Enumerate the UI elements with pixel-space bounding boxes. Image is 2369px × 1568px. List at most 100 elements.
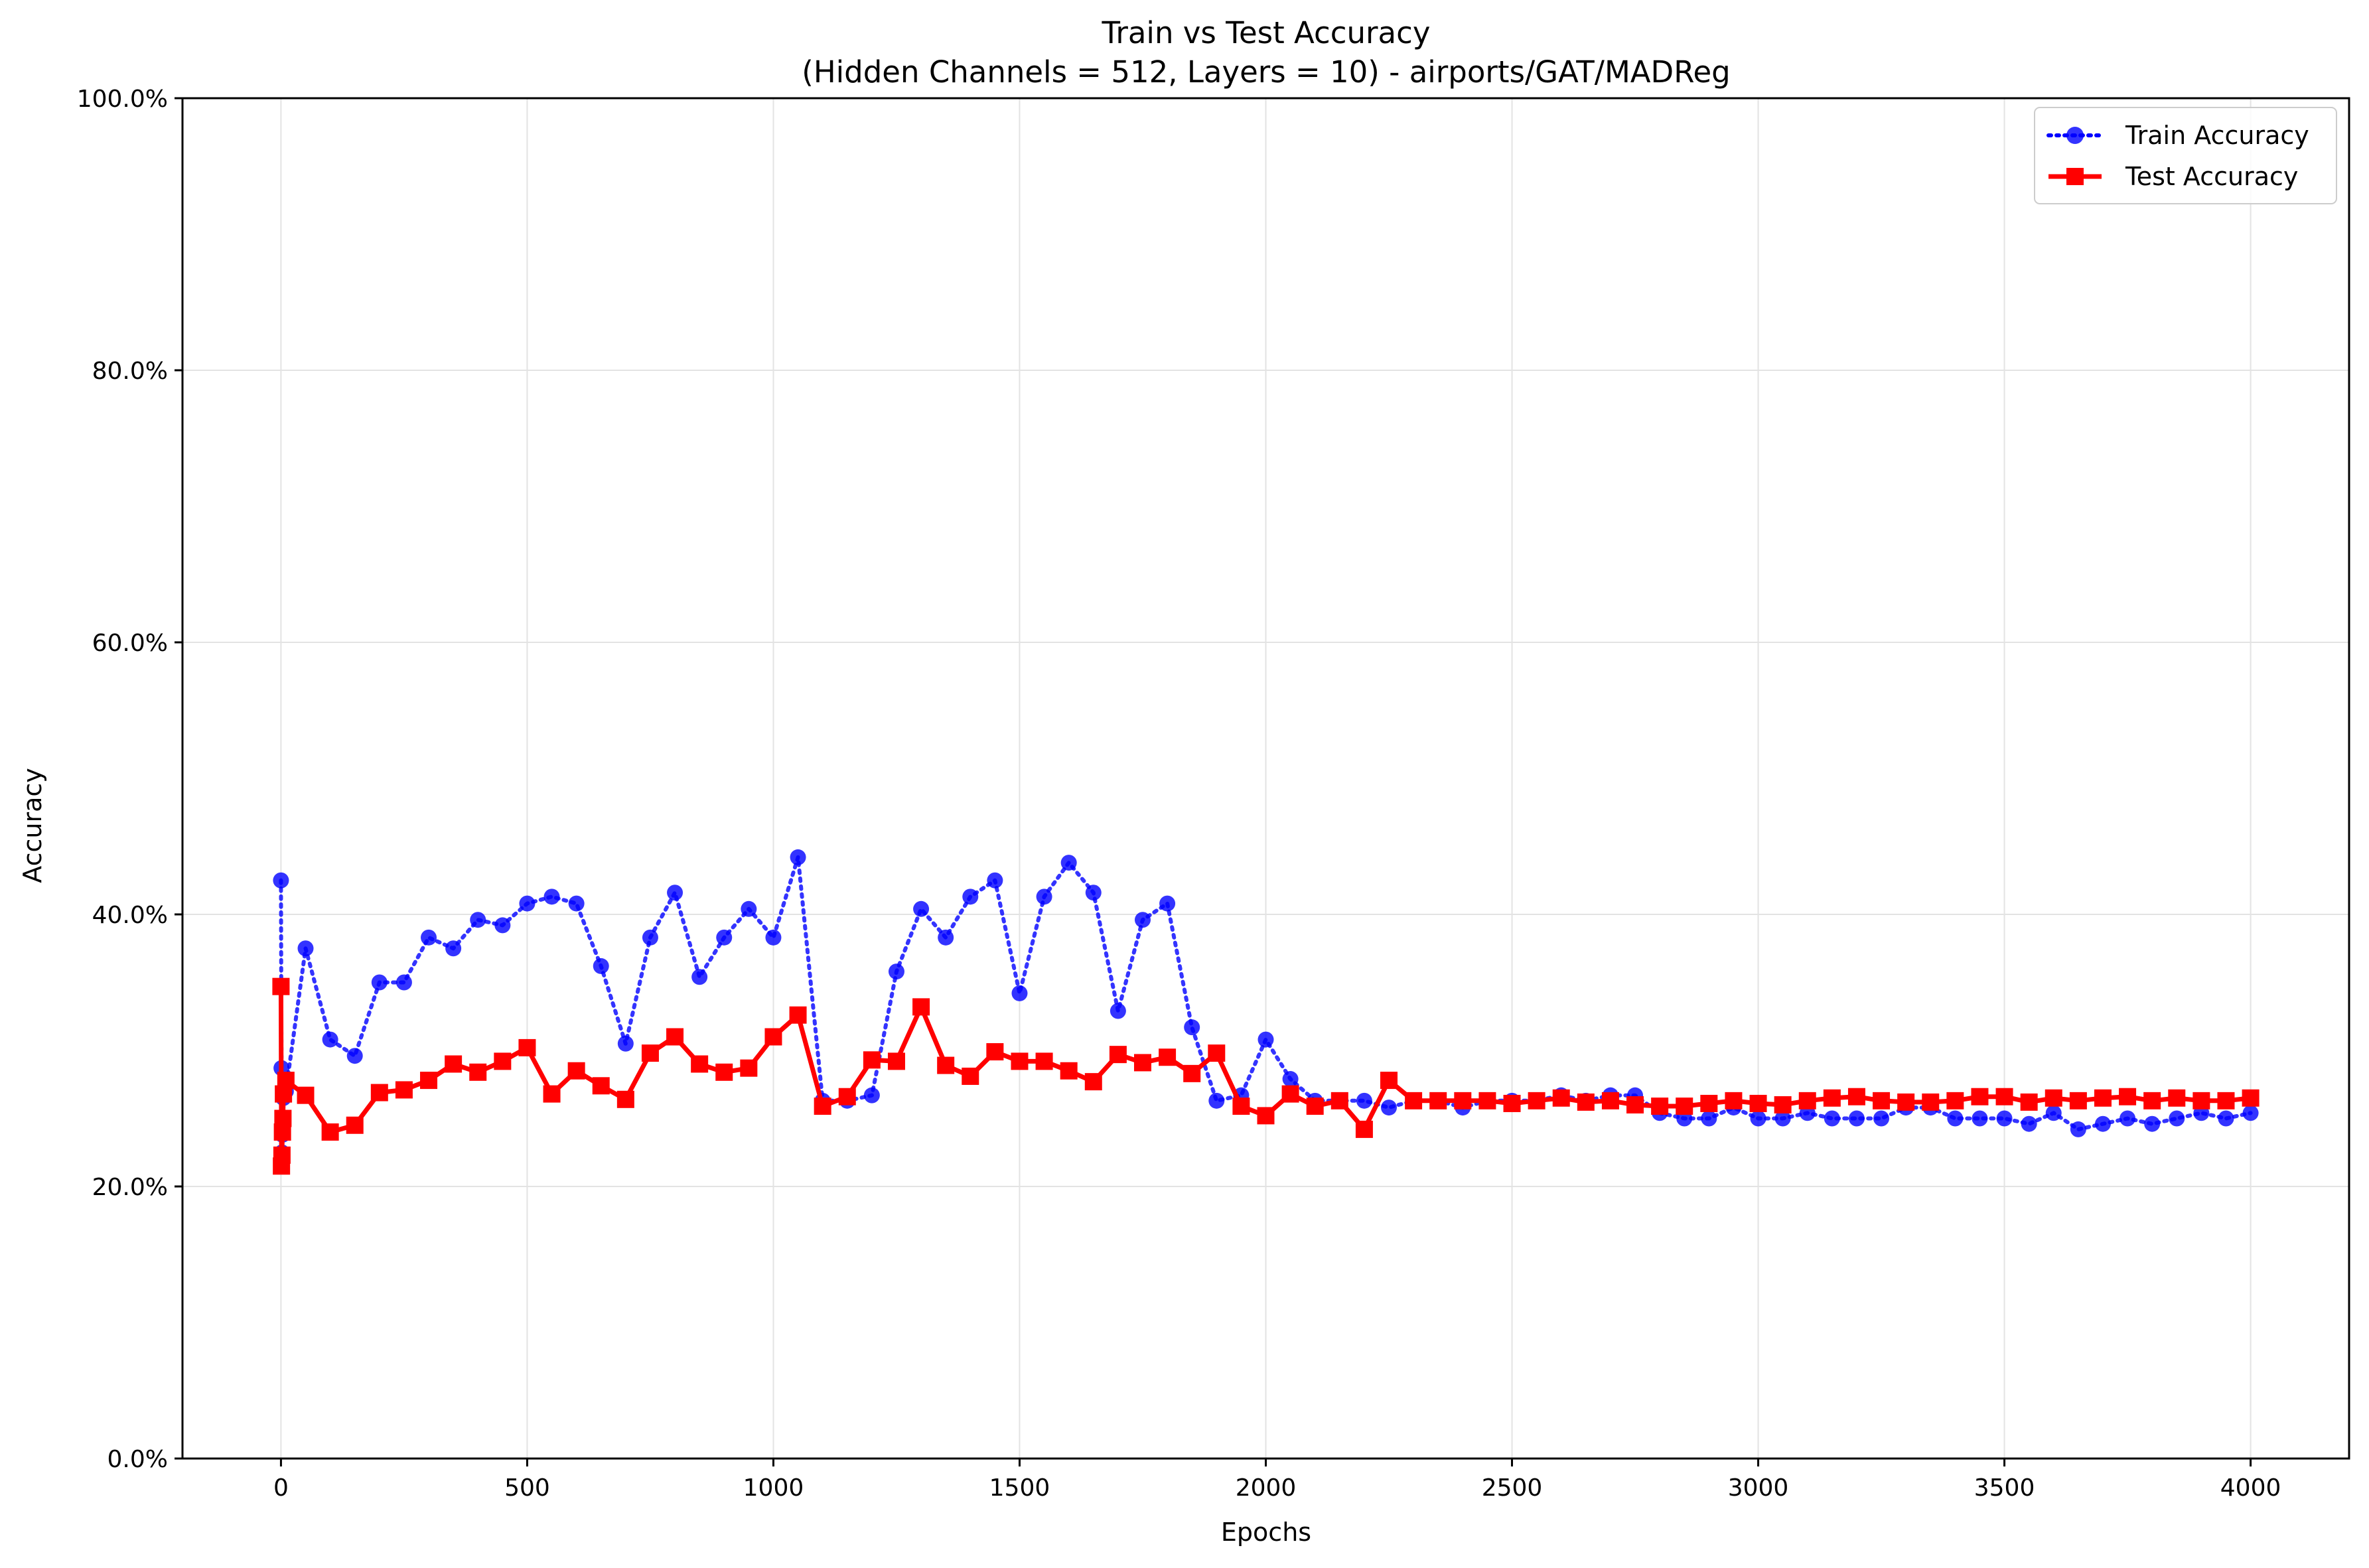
train-accuracy-point [421,929,437,946]
test-accuracy-point [1897,1093,1915,1111]
axis-ticks: 0 500 1000 1500 2000 2500 3000 3500 4000 0.0% 20.0… [77,86,2281,1502]
test-accuracy-point [962,1067,979,1085]
y-tick-label: 0.0% [108,1446,168,1473]
train-accuracy-point [1996,1110,2013,1127]
x-tick-label: 3000 [1728,1474,1789,1502]
test-accuracy-point [814,1098,831,1115]
test-accuracy-point [641,1044,659,1062]
test-accuracy-point [1208,1044,1226,1062]
test-accuracy-point [1725,1092,1743,1109]
test-accuracy-point [543,1085,561,1103]
train-accuracy-point [1110,1003,1126,1019]
test-accuracy-point [616,1090,634,1108]
test-accuracy-point [937,1056,955,1074]
test-accuracy-point [1749,1094,1767,1112]
test-accuracy-point [1823,1089,1841,1107]
test-accuracy-point [1405,1092,1423,1109]
test-accuracy-point [1060,1062,1078,1080]
train-accuracy-point [297,940,314,957]
test-accuracy-point [1133,1054,1151,1072]
y-tick-label: 20.0% [92,1174,168,1201]
y-tick-label: 40.0% [92,902,168,929]
test-accuracy-point [277,1072,295,1090]
test-accuracy-point [1700,1094,1718,1112]
test-accuracy-point [2192,1092,2210,1109]
train-accuracy-point [2094,1115,2111,1132]
train-accuracy-point [1085,885,1102,901]
x-tick-label: 0 [273,1474,289,1502]
train-accuracy-point [642,929,658,946]
legend-train-marker [2066,127,2084,144]
test-accuracy-point [370,1084,388,1102]
test-accuracy-point [838,1088,856,1105]
train-accuracy-point [1356,1092,1372,1109]
test-accuracy-point [1306,1098,1324,1115]
test-accuracy-point [469,1063,487,1081]
chart-title: Train vs Test Accuracy [1101,15,1430,50]
train-accuracy-point [1873,1110,1890,1127]
x-tick-label: 2000 [1236,1474,1297,1502]
train-accuracy-point [987,872,1003,889]
train-accuracy-point [1381,1100,1398,1116]
test-accuracy-point [887,1052,905,1070]
test-accuracy-point [1503,1094,1521,1112]
y-tick-label: 100.0% [77,86,168,113]
test-accuracy-point [1528,1092,1545,1109]
train-accuracy-point [2144,1115,2161,1132]
train-accuracy-point [1848,1110,1865,1127]
x-tick-label: 2500 [1482,1474,1543,1502]
train-accuracy-point [863,1087,880,1104]
test-accuracy-point [1577,1093,1595,1111]
test-accuracy-point [297,1086,315,1104]
train-accuracy-point [593,958,609,974]
test-accuracy-point [1626,1096,1644,1113]
train-accuracy-point [962,889,979,905]
test-accuracy-point [1232,1098,1250,1115]
test-accuracy-point [912,998,930,1016]
train-accuracy-point [938,929,954,946]
test-accuracy-point [1281,1085,1299,1103]
train-accuracy-point [494,917,511,934]
test-accuracy-point [1011,1052,1029,1070]
plot-series [272,849,2260,1175]
train-accuracy-point [1159,895,1176,912]
train-accuracy-point [371,974,388,991]
train-accuracy-point [1947,1110,1964,1127]
test-accuracy-point [2217,1092,2235,1109]
train-accuracy-point [1134,912,1151,928]
test-accuracy-point [1355,1120,1373,1138]
test-accuracy-point [1454,1092,1472,1109]
test-accuracy-point [2119,1088,2137,1105]
test-accuracy-point [691,1055,709,1073]
train-accuracy-point [1036,889,1052,905]
test-accuracy-point [1109,1046,1127,1064]
test-accuracy-point [2094,1089,2112,1107]
train-accuracy-point [765,929,782,946]
y-tick-label: 80.0% [92,358,168,385]
test-accuracy-point [1798,1092,1816,1109]
chart-subtitle: (Hidden Channels = 512, Layers = 10) - a… [802,54,1730,90]
test-accuracy-point [1651,1098,1669,1115]
x-tick-label: 4000 [2220,1474,2281,1502]
test-accuracy-point [863,1051,881,1069]
y-tick-label: 60.0% [92,630,168,657]
test-accuracy-point [1035,1052,1053,1070]
test-accuracy-point [666,1028,684,1046]
x-tick-label: 1500 [989,1474,1050,1502]
train-accuracy-point [346,1048,363,1064]
test-accuracy-point [1552,1089,1570,1107]
train-accuracy-point [691,969,708,985]
train-accuracy-point [1184,1019,1200,1036]
test-accuracy-point [1084,1073,1102,1091]
train-accuracy-point [2242,1105,2259,1121]
test-accuracy-point [420,1072,438,1090]
test-accuracy-point [1478,1092,1496,1109]
test-accuracy-point [346,1116,364,1134]
train-accuracy-point [568,895,585,912]
train-accuracy-point [2070,1121,2086,1137]
train-accuracy-point [1824,1110,1840,1127]
test-accuracy-point [592,1077,610,1095]
